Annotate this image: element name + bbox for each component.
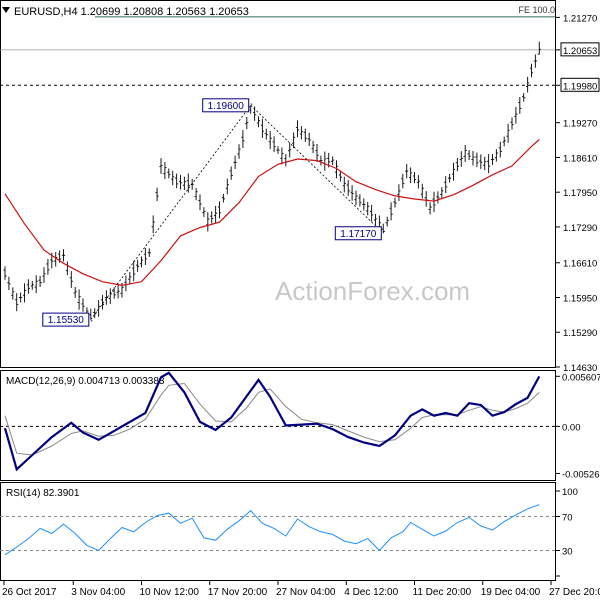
moving-average-line xyxy=(4,139,540,287)
header-symbol-info: EURUSD,H4 1.20699 1.20808 1.20563 1.2065… xyxy=(2,6,249,18)
price-annotations: 1.15530 1.19600 1.17170 xyxy=(42,98,382,327)
swing-connector-line xyxy=(90,105,252,320)
price-annotation-box xyxy=(42,312,90,327)
macd-panel: MACD(12,26,9) 0.004713 0.003383 0.005607… xyxy=(0,371,600,480)
price-axis: 1.21270 1.20653 1.19980 1.19270 1.18610 1.179… xyxy=(555,13,600,374)
time-axis: 26 Oct 2017 3 Nov 04:00 10 Nov 12:00 17 Nov… xyxy=(2,580,600,598)
macd-axis-tick-label: -0.005267 xyxy=(562,469,600,480)
rsi-title: RSI(14) 82.3901 xyxy=(6,488,80,499)
price-axis-tick-label: 1.17950 xyxy=(563,188,597,199)
swing-connector-line xyxy=(250,105,384,234)
macd-axis-tick-label: 0.00 xyxy=(562,422,581,433)
time-axis-tick-label: 17 Nov 20:00 xyxy=(208,587,268,598)
rsi-axis-tick-label: 30 xyxy=(562,547,573,558)
current-price-label-box xyxy=(560,42,600,57)
price-panel-frame xyxy=(0,0,556,368)
time-axis-tick-label: 3 Nov 04:00 xyxy=(71,587,125,598)
price-axis-tick-label: 1.21270 xyxy=(563,13,597,24)
rsi-axis-tick-label: 70 xyxy=(562,513,573,524)
macd-axis-tick-label: 0.005607 xyxy=(562,372,600,383)
macd-line xyxy=(3,371,541,472)
macd-panel-frame xyxy=(0,370,556,481)
price-annotation-label: 1.19600 xyxy=(208,101,245,112)
price-axis-tick-label: 1.17290 xyxy=(563,223,597,234)
time-axis-tick-label: 4 Dec 12:00 xyxy=(344,587,398,598)
time-axis-tick-label: 11 Dec 20:00 xyxy=(413,587,472,598)
price-axis-tick-label: 1.15950 xyxy=(563,293,597,304)
price-axis-tick-label: 1.19270 xyxy=(563,119,597,130)
rsi-panel: RSI(14) 82.3901 100 70 30 xyxy=(0,487,578,577)
price-axis-tick-label: 1.20653 xyxy=(563,46,597,57)
price-annotation-label: 1.17170 xyxy=(340,229,377,240)
price-axis-tick-label: 1.14630 xyxy=(563,363,597,374)
price-axis-tick-label: 1.18610 xyxy=(563,153,597,164)
macd-title: MACD(12,26,9) 0.004713 0.003383 xyxy=(6,376,165,387)
rsi-axis: 100 70 30 xyxy=(555,487,578,577)
price-annotation-box xyxy=(334,226,382,241)
time-axis-tick-label: 27 Nov 04:00 xyxy=(276,587,336,598)
swing-connector-lines xyxy=(90,105,384,320)
level-label-box xyxy=(560,77,600,92)
triangle-down-icon xyxy=(2,7,10,13)
time-axis-tick-label: 26 Oct 2017 xyxy=(2,587,57,598)
price-axis-tick-label: 1.16610 xyxy=(563,259,597,270)
rsi-axis-tick-label: 100 xyxy=(562,487,578,498)
price-axis-tick-label: 1.15290 xyxy=(563,328,597,339)
rsi-level-lines xyxy=(0,516,555,551)
time-axis-tick-label: 10 Nov 12:00 xyxy=(140,587,200,598)
price-annotation-box xyxy=(202,98,250,113)
price-annotation-label: 1.15530 xyxy=(48,315,85,326)
watermark: ActionForex.com xyxy=(275,276,470,306)
time-axis-tick-label: 27 Dec 20:00 xyxy=(549,587,600,598)
time-axis-tick-label: 19 Dec 04:00 xyxy=(481,587,541,598)
price-axis-tick-label: 1.19980 xyxy=(563,81,597,92)
price-levels: FE 100.0 xyxy=(0,5,555,86)
fe-level-label: FE 100.0 xyxy=(518,5,555,15)
price-candles xyxy=(3,41,541,322)
symbol-ohlc-text: EURUSD,H4 1.20699 1.20808 1.20563 1.2065… xyxy=(14,6,249,18)
macd-axis: 0.005607 0.00 -0.005267 xyxy=(555,372,600,480)
rsi-line xyxy=(4,504,540,556)
